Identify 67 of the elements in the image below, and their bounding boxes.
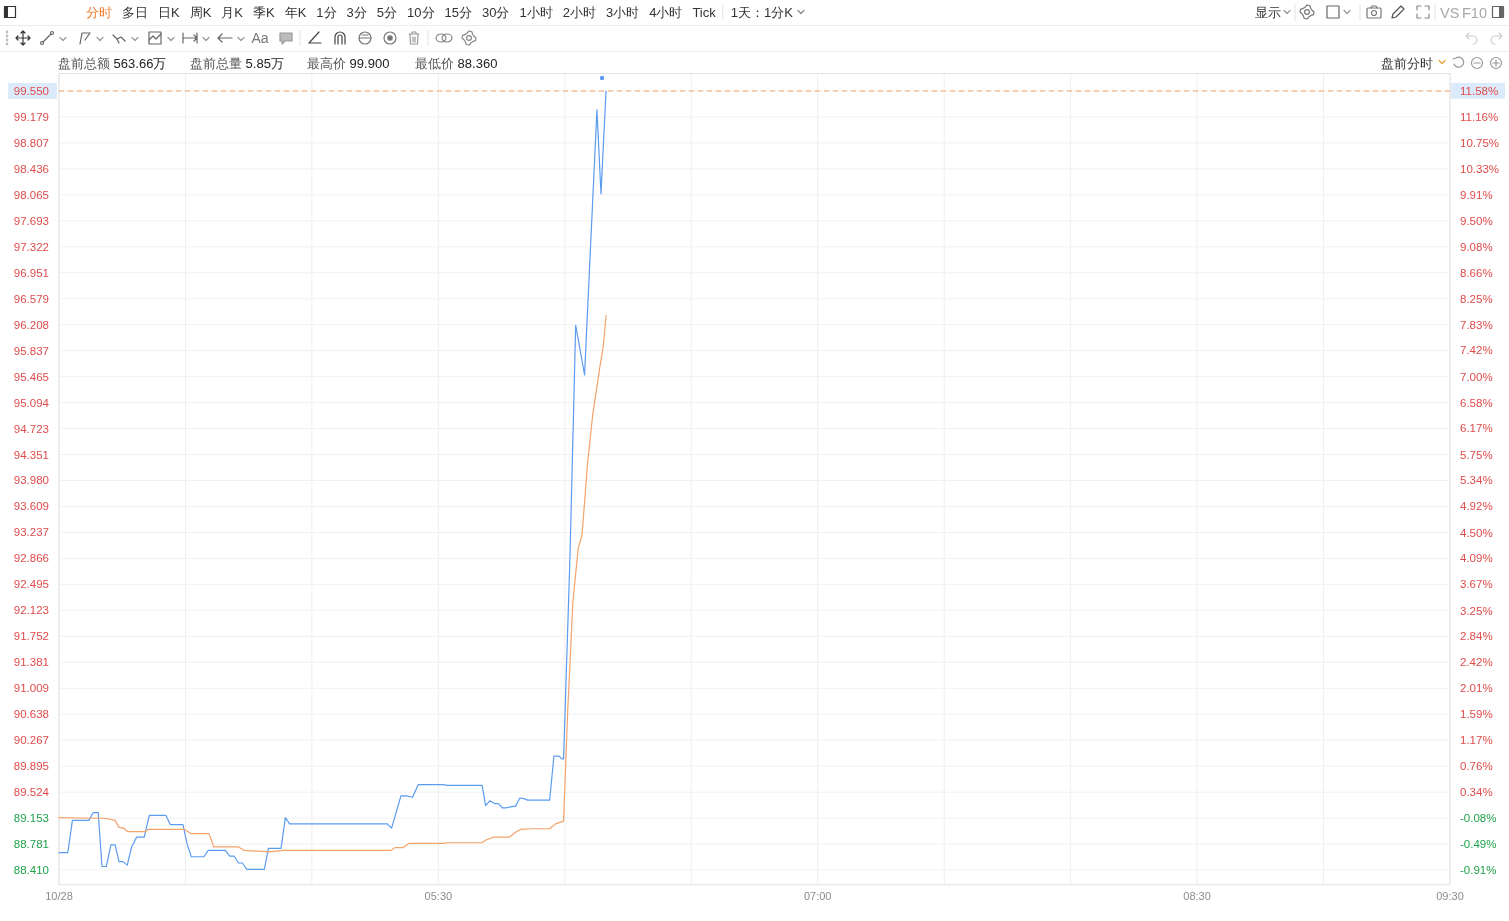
y2-tick-label: 1.17% <box>1460 734 1493 747</box>
y2-tick-label: 6.17% <box>1460 422 1493 435</box>
y-tick-label: 92.123 <box>13 604 49 617</box>
y2-tick-label: 9.08% <box>1460 240 1493 253</box>
y-tick-label: 96.208 <box>13 318 49 331</box>
y2-tick-label: 4.50% <box>1460 526 1493 539</box>
y2-tick-label: 11.16% <box>1460 111 1499 124</box>
y2-tick-label: 6.58% <box>1460 396 1493 409</box>
y-tick-label: 98.436 <box>13 162 49 175</box>
y-tick-label: 91.009 <box>13 682 49 695</box>
y-tick-label: 92.495 <box>13 578 49 591</box>
y2-tick-label: 9.91% <box>1460 189 1493 202</box>
y-tick-label: 90.638 <box>13 708 49 721</box>
y2-tick-label: 0.34% <box>1460 786 1493 799</box>
y2-tick-label: 4.92% <box>1460 500 1493 513</box>
y-tick-label: 98.065 <box>13 188 49 201</box>
y-tick-label: 97.693 <box>13 214 49 227</box>
y2-tick-label: 3.67% <box>1460 578 1493 591</box>
y-tick-label: 94.723 <box>13 422 49 435</box>
y2-tick-label: -0.91% <box>1460 864 1497 877</box>
y2-tick-label: 2.42% <box>1460 656 1493 669</box>
y-tick-label: 99.179 <box>13 110 49 123</box>
y-tick-label: 93.237 <box>13 526 49 539</box>
y2-tick-label: 5.75% <box>1460 448 1493 461</box>
y2-tick-label: 3.25% <box>1460 604 1493 617</box>
y-tick-label: 95.465 <box>13 370 49 383</box>
y-tick-label: 91.752 <box>13 630 49 643</box>
y2-tick-label: 11.58% <box>1460 84 1499 97</box>
y2-tick-label: -0.08% <box>1460 812 1497 825</box>
y2-tick-label: 8.25% <box>1460 292 1493 305</box>
x-tick-label: 08:30 <box>1183 890 1211 902</box>
y-tick-label: 99.550 <box>13 84 49 97</box>
x-tick-label: 07:00 <box>803 890 832 902</box>
x-tick-label: 09:30 <box>1436 890 1464 902</box>
y-tick-label: 89.895 <box>13 760 49 773</box>
y-tick-label: 97.322 <box>13 240 49 253</box>
y-tick-label: 96.579 <box>13 292 49 305</box>
y2-tick-label: 0.76% <box>1460 759 1493 772</box>
y2-tick-label: 1.59% <box>1460 708 1493 721</box>
y2-tick-label: 7.42% <box>1460 344 1493 357</box>
x-tick-label: 05:30 <box>424 890 453 902</box>
y-tick-label: 95.837 <box>13 344 49 357</box>
y-tick-label: 92.866 <box>13 552 49 565</box>
y2-tick-label: 8.66% <box>1460 267 1493 280</box>
y-tick-label: 93.609 <box>13 500 49 513</box>
y-tick-label: 96.951 <box>13 266 49 279</box>
y2-tick-label: 10.33% <box>1460 162 1500 175</box>
y2-tick-label: 7.00% <box>1460 370 1493 383</box>
y2-tick-label: 5.34% <box>1460 474 1493 487</box>
y2-tick-label: 9.50% <box>1460 214 1493 227</box>
y-tick-label: 93.980 <box>13 474 49 487</box>
y-tick-label: 89.153 <box>13 812 49 825</box>
y2-tick-label: 2.01% <box>1460 681 1493 694</box>
y-tick-label: 91.381 <box>13 656 49 669</box>
y-tick-label: 88.410 <box>13 864 49 877</box>
y-tick-label: 90.267 <box>13 734 49 747</box>
y2-tick-label: 7.83% <box>1460 318 1493 331</box>
y-tick-label: 88.781 <box>13 838 49 851</box>
y2-tick-label: -0.49% <box>1460 837 1497 850</box>
y-tick-label: 89.524 <box>13 786 50 799</box>
x-tick-label: 10/28 <box>45 890 73 902</box>
y2-tick-label: 2.84% <box>1460 630 1493 643</box>
y-tick-label: 95.094 <box>13 396 50 409</box>
y-tick-label: 94.351 <box>13 448 49 461</box>
y2-tick-label: 4.09% <box>1460 552 1493 565</box>
y2-tick-label: 10.75% <box>1460 136 1500 149</box>
y-tick-label: 98.807 <box>13 136 49 149</box>
